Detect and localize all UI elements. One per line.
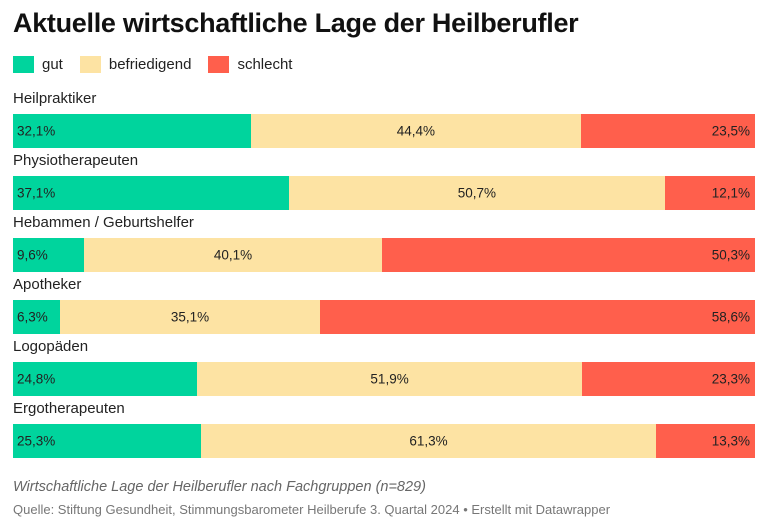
bar-segment-gut: 37,1% — [13, 176, 289, 210]
bar-group: Heilpraktiker 32,1% 44,4% 23,5% — [13, 90, 755, 152]
chart-source: Quelle: Stiftung Gesundheit, Stimmungsba… — [13, 502, 611, 517]
data-label: 61,3% — [409, 433, 448, 449]
bar-segment-befriedigend: 50,7% — [288, 176, 666, 210]
data-label: 25,3% — [17, 433, 56, 449]
stacked-bar: 37,1% 50,7% 12,1% — [13, 176, 755, 210]
bar-segment-befriedigend: 40,1% — [84, 238, 382, 272]
data-label: 35,1% — [170, 309, 210, 325]
legend-label-gut: gut — [42, 56, 63, 73]
legend-swatch-gut — [13, 56, 34, 73]
legend-swatch-befriedigend — [79, 56, 101, 73]
bar-group: Physiotherapeuten 37,1% 50,7% 12,1% — [13, 152, 755, 214]
legend-label-befriedigend: befriedigend — [108, 56, 192, 73]
data-label: 13,3% — [711, 433, 750, 449]
data-label: 23,5% — [711, 123, 750, 139]
data-label: 50,3% — [711, 247, 750, 263]
bar-group: Logopäden 24,8% 51,9% 23,3% — [13, 338, 755, 400]
data-label: 23,3% — [711, 371, 750, 387]
data-label: 32,1% — [17, 123, 56, 139]
bar-segment-gut: 24,8% — [13, 362, 198, 396]
bar-segment-befriedigend: 51,9% — [197, 362, 583, 396]
legend-item-befriedigend: befriedigend — [79, 56, 192, 73]
chart-title: Aktuelle wirtschaftliche Lage der Heilbe… — [13, 8, 579, 38]
bar-segment-schlecht: 23,3% — [582, 362, 755, 396]
stacked-bar-chart: Heilpraktiker 32,1% 44,4% 23,5% Physiotherap… — [13, 90, 755, 462]
stacked-bar: 6,3% 35,1% 58,6% — [13, 300, 755, 334]
stacked-bar: 32,1% 44,4% 23,5% — [13, 114, 755, 148]
bar-segment-gut: 6,3% — [13, 300, 60, 334]
bar-group: Ergotherapeuten 25,3% 61,3% 13,3% — [13, 400, 755, 462]
bar-segment-schlecht: 12,1% — [665, 176, 755, 210]
data-label: 58,6% — [711, 309, 750, 325]
data-label: 9,6% — [17, 247, 48, 263]
legend-item-schlecht: schlecht — [208, 56, 292, 73]
category-label: Physiotherapeuten — [13, 152, 139, 169]
data-label: 6,3% — [17, 309, 48, 325]
category-label: Logopäden — [13, 338, 89, 355]
data-label: 51,9% — [370, 371, 409, 387]
bar-group: Hebammen / Geburtshelfer 9,6% 40,1% 50,3% — [13, 214, 755, 276]
bar-segment-befriedigend: 61,3% — [200, 424, 657, 458]
category-label: Heilpraktiker — [13, 90, 97, 107]
stacked-bar: 25,3% 61,3% 13,3% — [13, 424, 755, 458]
stacked-bar: 9,6% 40,1% 50,3% — [13, 238, 755, 272]
category-label: Apotheker — [13, 276, 82, 293]
bar-segment-gut: 9,6% — [13, 238, 85, 272]
bar-segment-befriedigend: 35,1% — [59, 300, 321, 334]
data-label: 37,1% — [17, 185, 56, 201]
bar-segment-befriedigend: 44,4% — [251, 114, 581, 148]
data-label: 24,8% — [17, 371, 56, 387]
stacked-bar: 24,8% 51,9% 23,3% — [13, 362, 755, 396]
category-label: Ergotherapeuten — [13, 400, 125, 417]
legend-item-gut: gut — [13, 56, 63, 73]
legend: gut befriedigend schlecht — [13, 56, 309, 73]
data-label: 12,1% — [711, 185, 750, 201]
bar-group: Apotheker 6,3% 35,1% 58,6% — [13, 276, 755, 338]
data-label: 50,7% — [457, 185, 496, 201]
bar-segment-schlecht: 23,5% — [580, 114, 755, 148]
bar-segment-schlecht: 58,6% — [320, 300, 755, 334]
chart-subtitle: Wirtschaftliche Lage der Heilberufler na… — [13, 479, 426, 495]
bar-segment-schlecht: 13,3% — [656, 424, 755, 458]
legend-label-schlecht: schlecht — [237, 56, 293, 73]
category-label: Hebammen / Geburtshelfer — [13, 214, 194, 231]
bar-segment-gut: 25,3% — [13, 424, 201, 458]
legend-swatch-schlecht — [208, 56, 230, 73]
data-label: 40,1% — [213, 247, 253, 263]
bar-segment-schlecht: 50,3% — [381, 238, 755, 272]
data-label: 44,4% — [396, 123, 436, 139]
bar-segment-gut: 32,1% — [13, 114, 252, 148]
